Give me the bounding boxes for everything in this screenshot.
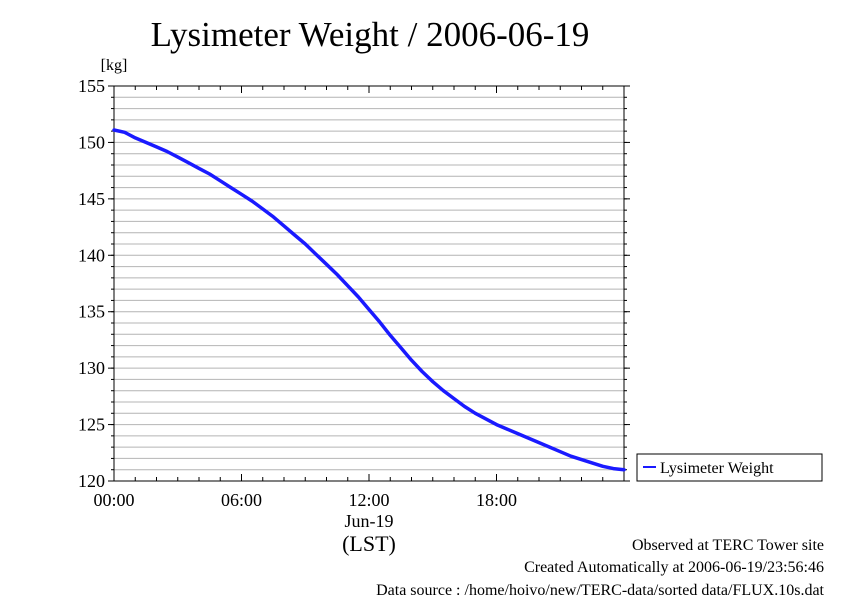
data-point [368,308,370,311]
data-point [208,173,211,175]
data-point [378,321,381,323]
data-point [400,347,402,349]
data-point [548,446,551,448]
x-tick-label: 12:00 [348,490,389,510]
data-point [421,370,423,373]
y-tick-label: 125 [78,415,105,435]
data-point [612,467,615,470]
data-point [123,131,126,134]
y-tick-label: 130 [78,358,105,378]
data-point [506,428,508,430]
plot-frame [113,85,625,482]
data-point [240,193,243,196]
x-tick-label: 18:00 [476,490,517,510]
data-point [198,167,200,170]
data-point [463,405,466,408]
footer-created-at: Created Automatically at 2006-06-19/23:5… [524,559,824,576]
data-point [166,150,168,153]
y-tick-label: 140 [78,245,105,265]
footer-observed-site: Observed at TERC Tower site [632,537,824,554]
x-axis-label: (LST) [342,531,396,556]
data-point [442,389,445,392]
data-point [485,418,487,420]
data-point [315,253,317,255]
data-point [495,423,498,426]
axis-ticks: 120 125 130 135 140 145 150 155 00:00 06:00 12:00 1… [78,76,630,510]
legend: Lysimeter Weight [636,453,823,482]
data-point [113,129,115,131]
axes [113,85,625,482]
data-point [134,137,137,139]
data-point [145,141,147,144]
data-point [570,455,572,457]
x-tick-label: 00:00 [93,490,134,510]
y-tick-label: 120 [78,471,105,491]
data-point [591,462,593,464]
x-axis-date-label: Jun-19 [345,511,394,531]
data-point [431,380,434,383]
data-point [410,359,413,362]
data-point [283,225,285,227]
data-point [389,334,392,337]
y-axis-label: [kg] [101,57,128,74]
data-point [219,180,222,182]
data-point [601,465,604,468]
data-point [516,432,519,435]
data-point [155,146,158,148]
data-point [527,437,530,439]
chart-title: Lysimeter Weight / 2006-06-19 [151,15,590,54]
data-point [251,200,253,202]
series-lines [112,128,626,472]
gridlines [114,96,624,471]
y-tick-label: 145 [78,189,105,209]
data-point [293,234,296,236]
data-point [538,441,540,444]
legend-label: Lysimeter Weight [660,460,774,477]
data-point [176,156,179,158]
data-point [230,186,232,189]
data-point [346,284,349,287]
y-tick-label: 135 [78,302,105,322]
x-tick-label: 06:00 [221,490,262,510]
data-point [580,458,583,461]
data-point [304,243,307,245]
series-line [112,128,626,472]
data-point [336,273,338,276]
data-point [187,161,190,164]
data-point [357,296,360,298]
data-point [623,468,625,471]
data-point [261,208,264,210]
footer-data-source: Data source : /home/hoivo/new/TERC-data/… [376,582,824,595]
data-point [559,450,562,453]
y-tick-label: 155 [78,76,105,96]
data-point [474,412,477,415]
data-point [325,263,328,266]
y-tick-label: 150 [78,132,105,152]
legend-box [636,453,823,482]
data-point [272,216,275,218]
data-point [453,397,455,400]
